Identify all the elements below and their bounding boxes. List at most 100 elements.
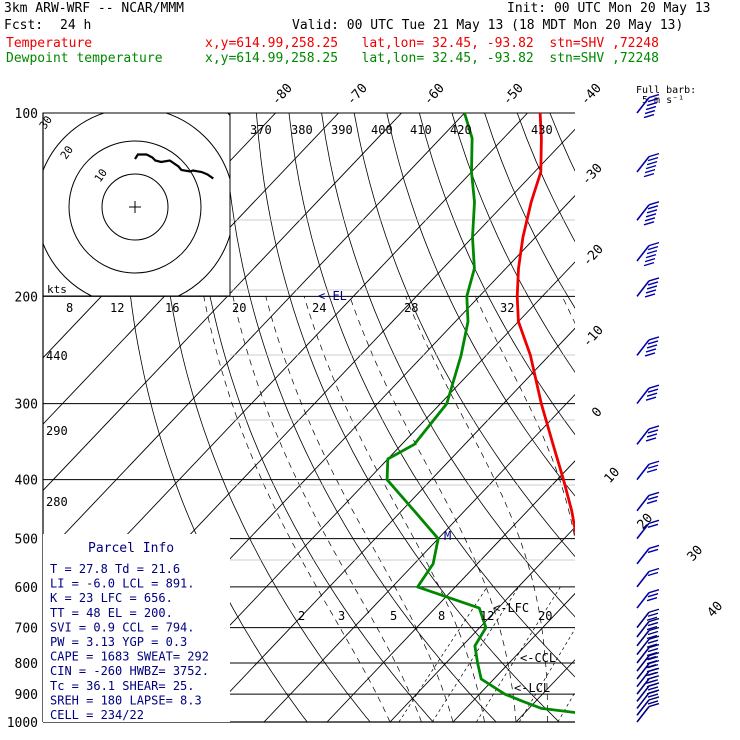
wind-barb-staff — [636, 630, 650, 647]
isotherm-label: -50 — [500, 81, 527, 108]
wind-barb-flag — [646, 683, 658, 688]
wind-barb-flag — [645, 289, 657, 294]
dry-adiabat-line — [353, 113, 575, 558]
wind-barb-flag — [647, 647, 659, 653]
wind-speed-label: 12 — [110, 301, 124, 315]
isotherm-line — [43, 113, 339, 425]
wind-barb-flag — [646, 675, 658, 680]
temperature-curve — [515, 113, 575, 537]
theta-label: 290 — [46, 424, 68, 438]
wind-barb-flag — [648, 702, 660, 708]
wind-barb-flag — [644, 168, 656, 174]
parcel-info-row: TT = 48 EL = 200. — [50, 606, 173, 620]
dry-adiabat-line — [648, 113, 740, 735]
wind-barb-flag — [646, 660, 658, 665]
wind-barb-flag — [648, 425, 660, 430]
hodograph-ring-label: 10 — [92, 166, 110, 184]
wind-barb-flag — [646, 209, 658, 214]
hodograph-rings — [43, 113, 230, 296]
wind-barb-staff — [636, 685, 650, 702]
wind-barb-flag — [648, 491, 660, 497]
isotherm-label: 10 — [602, 465, 624, 487]
wind-barb-staff — [636, 547, 650, 565]
theta-label: 410 — [410, 123, 432, 137]
isotherm-line — [389, 526, 575, 722]
dry-adiabat-line — [451, 113, 575, 373]
init-time: Init: 00 UTC Mon 20 May 13 — [507, 1, 711, 16]
isotherm-label: -20 — [580, 242, 607, 269]
isotherm-label: 0 — [589, 405, 605, 421]
mixing-ratio-label: 5 — [390, 609, 397, 623]
wind-barb-flag — [646, 392, 658, 397]
wind-barb-staff — [636, 571, 650, 588]
parcel-info-title: Parcel Info — [88, 541, 174, 556]
wind-barb-flag — [646, 101, 658, 107]
wind-barb — [636, 617, 660, 638]
wind-barb-flag — [645, 679, 657, 684]
mixing-ratio-label: 8 — [438, 609, 445, 623]
wind-barb — [636, 544, 660, 565]
isotherm-line — [43, 113, 465, 558]
wind-speed-label: 16 — [165, 301, 179, 315]
wind-barb-flag — [643, 221, 655, 226]
isotherm-line — [705, 113, 740, 722]
wind-barb-flag — [646, 285, 658, 290]
wind-barb-flag — [648, 201, 660, 206]
wind-barb-flag — [645, 396, 657, 401]
wind-barb — [636, 491, 660, 512]
dry-adiabat-line — [157, 113, 371, 722]
wind-speed-label: 32 — [500, 301, 514, 315]
wind-barb-flag — [648, 626, 660, 632]
wind-barb — [636, 336, 660, 357]
isotherm-label: -40 — [578, 81, 605, 108]
wind-barb — [636, 384, 660, 405]
wind-barb-flag — [645, 655, 657, 661]
wind-barb — [636, 635, 660, 656]
hodograph-box — [42, 112, 231, 297]
wind-barb-flag — [646, 651, 658, 657]
dry-adiabat-line — [549, 113, 575, 172]
pressure-tick-label: 800 — [15, 657, 38, 672]
mixing-ratio-line — [432, 586, 519, 722]
hodograph-trace — [134, 153, 214, 180]
wind-barb-flag — [648, 544, 660, 550]
theta-label: 370 — [250, 123, 272, 137]
wind-barb-flag — [647, 621, 659, 627]
wind-speed-label: 28 — [404, 301, 418, 315]
wind-speed-label: 24 — [312, 301, 326, 315]
wind-barb-flag — [647, 429, 659, 434]
forecast-hour: 24 h — [60, 18, 92, 33]
mixing-ratio-label: 3 — [338, 609, 345, 623]
wind-barb — [636, 567, 660, 588]
wind-barb-flag — [647, 548, 659, 554]
wind-barb-flag — [647, 156, 659, 162]
wind-barb-flag — [647, 340, 659, 345]
dewpoint-legend-info: x,y=614.99,258.25 lat,lon= 32.45, -93.82… — [205, 51, 659, 66]
wind-barb-staff — [636, 387, 650, 405]
pressure-tick-label: 1000 — [7, 716, 38, 731]
wind-barb — [636, 696, 660, 716]
wind-barb-flag — [648, 696, 660, 701]
dry-adiabat-line — [680, 113, 740, 735]
dry-adiabat-line — [583, 113, 740, 735]
theta-label: 440 — [46, 349, 68, 363]
isotherm-line — [579, 113, 740, 722]
wind-barb-flag — [646, 499, 658, 505]
wind-barb — [636, 588, 660, 609]
wind-barb — [636, 201, 660, 226]
wind-barb-flag — [644, 257, 656, 263]
isotherm-line — [137, 261, 575, 722]
wind-barb-flag — [645, 253, 657, 259]
mixing-ratio-label: 20 — [538, 609, 552, 623]
wind-barb — [636, 626, 660, 647]
wind-barb-flag — [646, 667, 658, 673]
moist-adiabat-line — [674, 296, 740, 722]
wind-barb-flag — [647, 656, 659, 661]
theta-label: 430 — [531, 123, 553, 137]
el-marker: <-EL — [318, 289, 347, 303]
pressure-tick-label: 700 — [15, 622, 38, 637]
wind-barb-flag — [646, 468, 658, 473]
wind-barb-flag — [647, 571, 659, 577]
dry-adiabat-line — [386, 113, 575, 497]
